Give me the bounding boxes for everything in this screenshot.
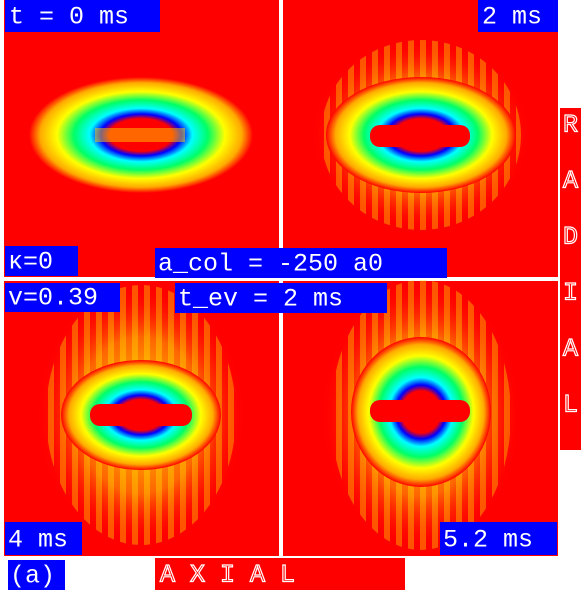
- label-box: [5, 283, 120, 312]
- label-box: [478, 0, 558, 32]
- core: [90, 404, 192, 426]
- label-box: [5, 246, 78, 276]
- panels: [4, 0, 558, 556]
- panel-tag: (a): [10, 562, 55, 591]
- a-col-label: a_col = -250 a0: [158, 250, 383, 279]
- core: [370, 125, 470, 147]
- axis-box: [155, 558, 405, 590]
- label-box: [440, 522, 557, 555]
- time-label: 4 ms: [8, 526, 68, 555]
- kappa-label: κ=0: [8, 248, 53, 277]
- radial-letter: A: [563, 167, 578, 196]
- v-label: v=0.39: [8, 284, 98, 313]
- label-box: [5, 0, 160, 32]
- core: [370, 400, 470, 422]
- time-label: 2 ms: [482, 3, 542, 32]
- t-ev-label: t_ev = 2 ms: [178, 285, 343, 314]
- radial-letter: L: [563, 391, 578, 420]
- radial-letter: I: [563, 279, 578, 308]
- axis-box: [560, 108, 581, 450]
- radial-letter: A: [563, 335, 578, 364]
- label-box: [175, 283, 387, 313]
- time-label: 5.2 ms: [443, 526, 533, 555]
- label-box: [5, 522, 82, 555]
- radial-letter: D: [563, 223, 578, 252]
- label-box: [8, 560, 65, 590]
- radial-letter: R: [563, 111, 578, 140]
- label-box: [155, 248, 447, 278]
- core: [95, 128, 185, 142]
- axial-label: A X I A L: [160, 561, 295, 590]
- time-label: t = 0 ms: [9, 3, 129, 32]
